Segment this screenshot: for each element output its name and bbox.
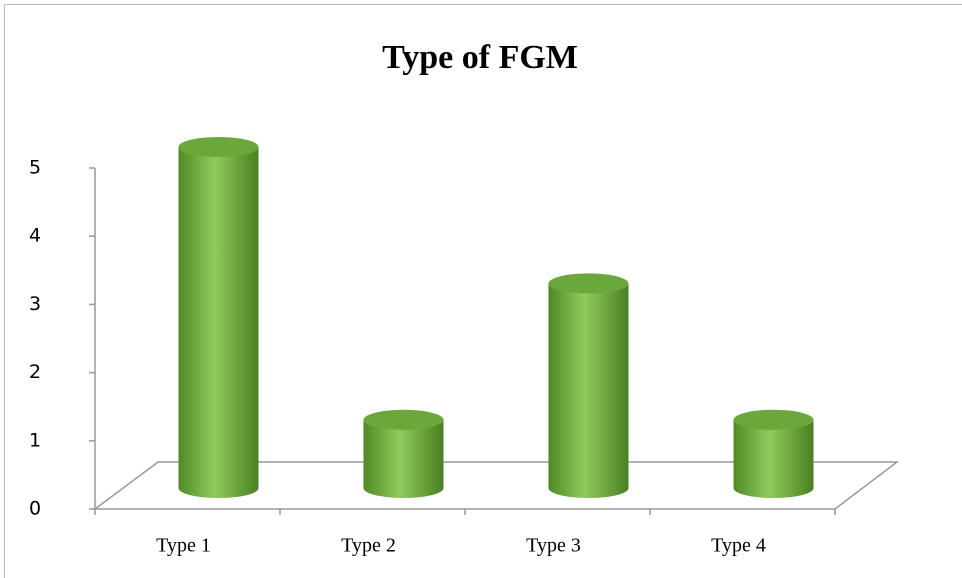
bar xyxy=(733,419,814,498)
chart-title: Type of FGM xyxy=(382,39,578,76)
y-tick-label: 1 xyxy=(29,429,41,451)
y-tick-label: 3 xyxy=(29,293,41,315)
chart-border xyxy=(4,4,962,578)
y-tick-label: 0 xyxy=(29,498,41,520)
bar-top xyxy=(363,409,444,430)
x-tick-label: Type 4 xyxy=(711,535,766,557)
bar-top xyxy=(548,273,629,294)
y-tick-label: 5 xyxy=(29,157,41,179)
bar xyxy=(178,147,259,498)
bar xyxy=(548,283,629,498)
y-tick-label: 4 xyxy=(29,225,41,247)
x-tick-label: Type 3 xyxy=(526,535,581,557)
bar-top xyxy=(178,137,259,157)
bar-top xyxy=(733,409,814,430)
y-tick-label: 2 xyxy=(29,361,41,383)
floor xyxy=(92,461,900,510)
x-tick-label: Type 2 xyxy=(341,535,396,557)
x-tick-label: Type 1 xyxy=(156,535,211,557)
bar xyxy=(363,419,444,498)
